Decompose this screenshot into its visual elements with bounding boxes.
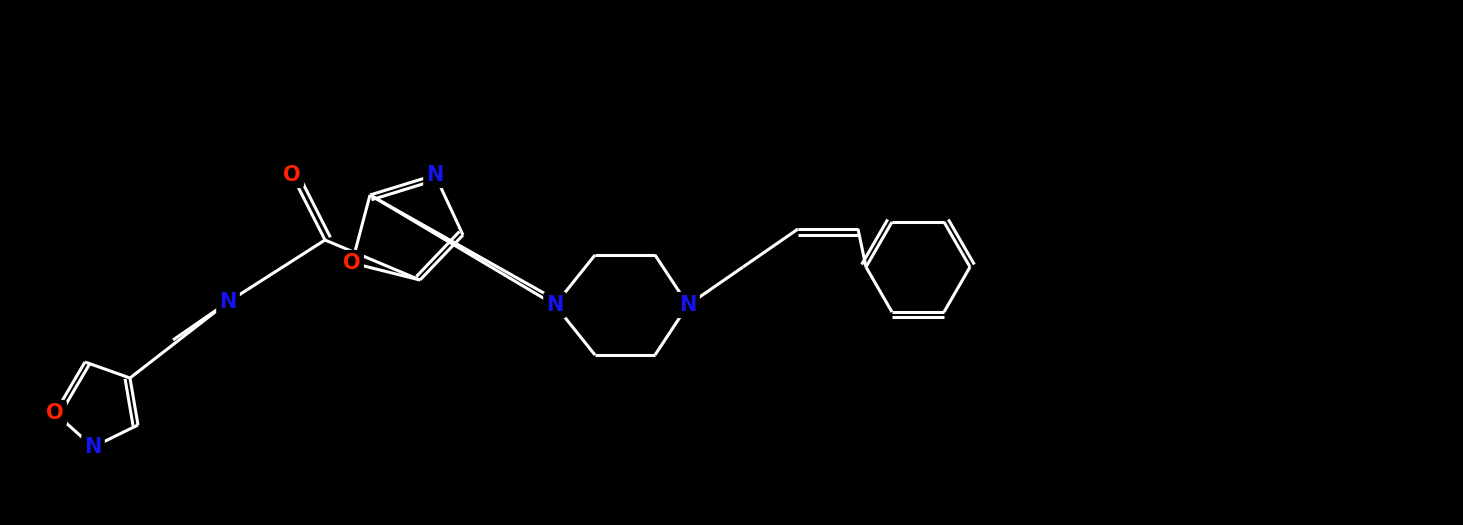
Text: O: O <box>284 165 301 185</box>
Text: N: N <box>426 165 443 185</box>
Text: N: N <box>546 295 563 315</box>
Text: O: O <box>344 253 361 273</box>
Text: N: N <box>219 292 237 312</box>
Text: N: N <box>679 295 696 315</box>
Text: O: O <box>47 403 64 423</box>
Text: N: N <box>85 437 102 457</box>
